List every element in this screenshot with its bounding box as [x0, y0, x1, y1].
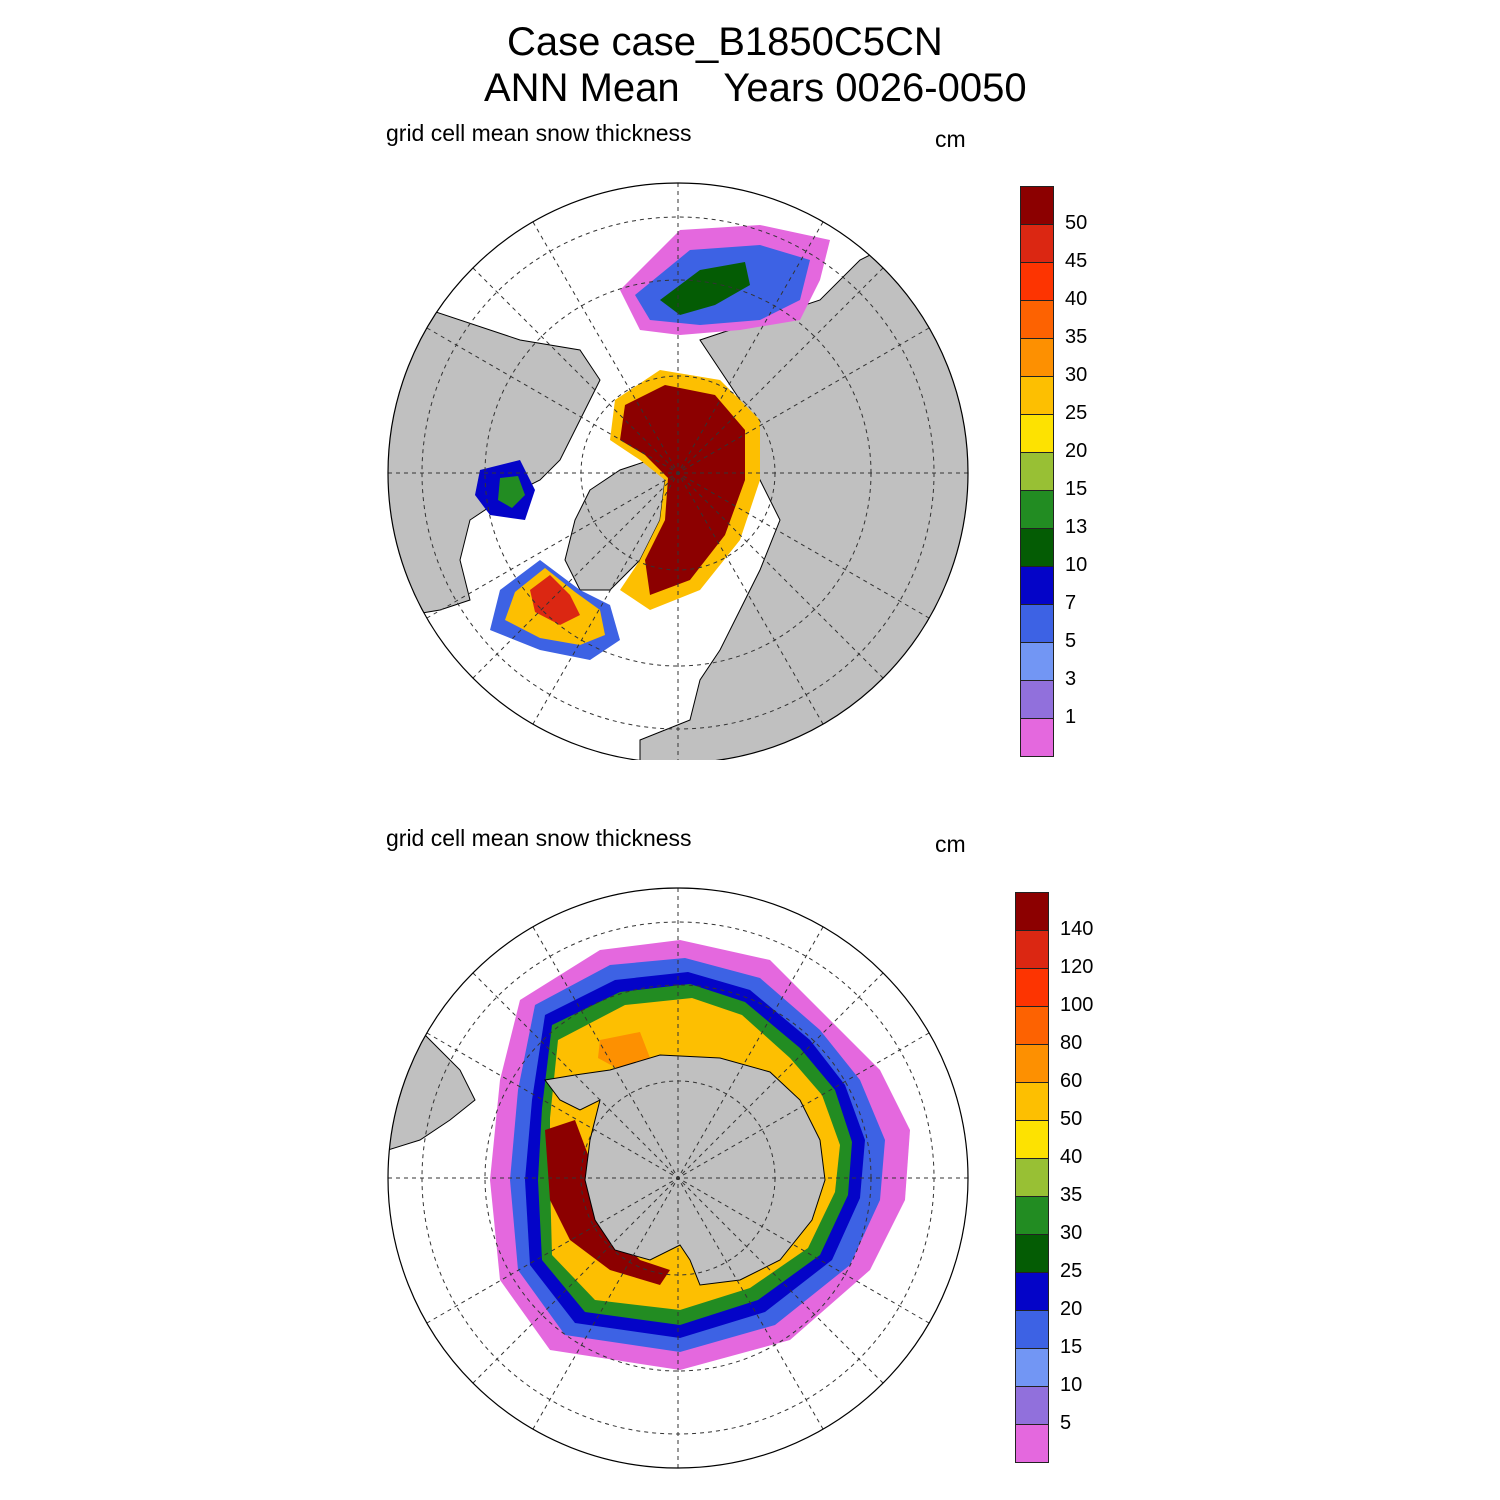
colorbar-tick-label: 20 [1065, 440, 1088, 462]
colorbar-swatch [1015, 1310, 1049, 1349]
colorbar-tick-label: 100 [1060, 994, 1094, 1016]
south-graticule [388, 888, 968, 1468]
colorbar-tick-label: 10 [1065, 554, 1088, 576]
south-snow-core-west [545, 1120, 670, 1285]
colorbar-swatch [1020, 186, 1054, 225]
colorbar-swatch [1020, 604, 1054, 643]
colorbar-swatch [1020, 680, 1054, 719]
colorbar-tick-label: 5 [1060, 1412, 1072, 1434]
south-panel-label: grid cell mean snow thickness [386, 825, 692, 851]
colorbar-swatch [1015, 1120, 1049, 1159]
colorbar-swatch [1015, 1234, 1049, 1273]
colorbar-tick-label: 40 [1060, 1146, 1083, 1168]
colorbar-tick-label: 50 [1060, 1108, 1083, 1130]
colorbar-swatch [1015, 1272, 1049, 1311]
colorbar-tick-label: 10 [1060, 1374, 1083, 1396]
colorbar-tick-label: 30 [1065, 364, 1088, 386]
colorbar-swatch [1015, 1196, 1049, 1235]
colorbar-tick-label: 35 [1065, 326, 1088, 348]
colorbar-tick-label: 3 [1065, 668, 1077, 690]
north-map-border [387, 182, 969, 760]
colorbar-tick-label: 7 [1065, 592, 1077, 614]
colorbar-swatch [1015, 1386, 1049, 1425]
north-snow-okhotsk-core [660, 262, 750, 315]
colorbar-swatch [1015, 1006, 1049, 1045]
colorbar-swatch [1020, 224, 1054, 263]
south-units-label: cm [935, 831, 966, 857]
colorbar-swatch [1020, 490, 1054, 529]
north-panel-label: grid cell mean snow thickness [386, 120, 692, 146]
north-graticule [388, 183, 968, 760]
colorbar-swatch [1015, 892, 1049, 931]
colorbar-tick-label: 20 [1060, 1298, 1083, 1320]
south-map-border [387, 887, 969, 1469]
colorbar-swatch [1015, 1348, 1049, 1387]
colorbar-tick-label: 35 [1060, 1184, 1083, 1206]
colorbar-tick-label: 40 [1065, 288, 1088, 310]
south-snow-weddell-orange [598, 1032, 650, 1070]
north-snow-labrador-core [530, 575, 580, 625]
colorbar-tick-label: 15 [1060, 1336, 1083, 1358]
figure-title-line1: Case case_B1850C5CN [507, 20, 943, 64]
colorbar-tick-label: 15 [1065, 478, 1088, 500]
colorbar-swatch [1015, 1424, 1049, 1463]
north-polar-map [387, 182, 969, 760]
colorbar-swatch [1020, 376, 1054, 415]
colorbar-swatch [1020, 566, 1054, 605]
colorbar-swatch [1020, 528, 1054, 567]
colorbar-swatch [1020, 718, 1054, 757]
colorbar-swatch [1015, 968, 1049, 1007]
colorbar-swatch [1015, 1158, 1049, 1197]
colorbar-swatch [1020, 414, 1054, 453]
north-snow-hudson-core [498, 476, 525, 508]
colorbar-tick-label: 25 [1065, 402, 1088, 424]
colorbar-swatch [1020, 452, 1054, 491]
colorbar-tick-label: 120 [1060, 956, 1094, 978]
colorbar-tick-label: 50 [1065, 212, 1088, 234]
colorbar-tick-label: 13 [1065, 516, 1088, 538]
colorbar-tick-label: 45 [1065, 250, 1088, 272]
south-land-antarctica [544, 1054, 826, 1286]
colorbar-tick-label: 30 [1060, 1222, 1083, 1244]
colorbar-tick-label: 25 [1060, 1260, 1083, 1282]
north-land-eurasia [639, 239, 968, 760]
figure-title-line2: ANN Mean Years 0026-0050 [484, 66, 1027, 110]
colorbar-swatch [1020, 300, 1054, 339]
colorbar-swatch [1020, 338, 1054, 377]
north-land-america [388, 309, 601, 621]
colorbar-tick-label: 140 [1060, 918, 1094, 940]
colorbar-tick-label: 80 [1060, 1032, 1083, 1054]
south-polar-map [387, 887, 969, 1469]
colorbar-swatch [1015, 1044, 1049, 1083]
colorbar-swatch [1020, 642, 1054, 681]
colorbar-tick-label: 5 [1065, 630, 1077, 652]
colorbar-swatch [1015, 930, 1049, 969]
north-snow-core [620, 385, 745, 595]
colorbar-swatch [1020, 262, 1054, 301]
colorbar-swatch [1015, 1082, 1049, 1121]
colorbar-tick-label: 1 [1065, 706, 1077, 728]
north-units-label: cm [935, 126, 966, 152]
colorbar-tick-label: 60 [1060, 1070, 1083, 1092]
